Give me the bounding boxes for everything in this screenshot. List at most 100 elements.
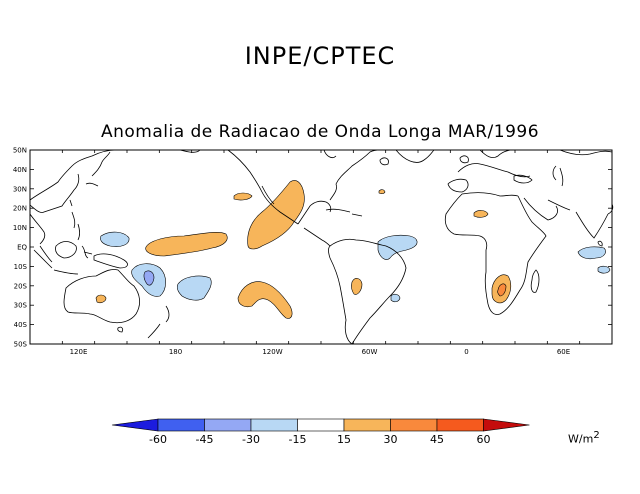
coast-south-america [328,238,407,345]
colorbar-level-label: 15 [337,433,351,446]
anomaly-region-north-atlantic [378,189,386,194]
coast-madagascar [530,269,540,293]
units-label: W/m2 [568,430,600,446]
coast-cuba [325,208,351,213]
anomaly-region-southeast-pacific [237,281,293,319]
coast-sumatra [33,249,53,269]
lon-tick-label: 120W [262,348,282,356]
coast-sulawesi [81,245,93,259]
lat-tick-label: 50N [13,147,27,155]
lon-tick-label: 60W [362,348,378,356]
colorbar-box [297,418,345,432]
coast-china-south [29,173,80,213]
colorbar-box [390,418,438,432]
lat-tick-label: 20N [13,205,27,213]
coast-east-asia [29,149,117,201]
colorbar-box [343,418,391,432]
coast-british-isles [459,155,469,164]
colorbar-box [204,418,252,432]
coast-japan-south [85,182,99,187]
colorbar: -60 -45 -30 -15 15 30 45 60 [111,418,530,446]
lat-tick-label: 50S [14,341,28,349]
colorbar-level-label: -45 [196,433,214,446]
lat-tick-label: 40N [13,166,27,174]
coast-mediterranean-africa [461,192,519,197]
coast-india [575,211,609,239]
coast-scandinavia [479,149,513,158]
coast-japan [91,151,111,177]
coast-java [53,269,79,275]
coast-black-sea [513,174,533,184]
lon-tick-label: 180 [169,348,182,356]
map-frame [29,149,613,345]
lat-tick-label: EQ [17,244,27,252]
units-base: W/m [568,432,594,446]
colorbar-level-label: 60 [477,433,491,446]
coast-hispaniola [351,213,363,217]
colorbar-level-label: -60 [149,433,167,446]
coast-caspian [552,165,564,187]
lat-tick-label: 10S [14,263,28,271]
lat-tick-label: 10N [13,224,27,232]
coast-europe [457,163,531,178]
lat-tick-label: 40S [14,321,28,329]
colorbar-level-label: -15 [289,433,307,446]
anomaly-region-southern-africa-core [497,283,507,297]
colorbar-arrow-low [111,418,159,432]
anomaly-region-south-central-pacific [176,275,212,301]
coast-tasmania [117,326,124,333]
longitude-axis: 120E 180 120W 60W 0 60E [29,150,613,356]
coast-africa-west [444,193,488,251]
coast-africa-east [484,195,547,315]
coast-baja [261,185,275,205]
coast-indochina [29,213,46,245]
coast-greenland [395,149,435,163]
coast-new-zealand [147,305,170,339]
coast-philippines [71,211,80,241]
coast-new-guinea [93,253,128,269]
anomaly-region-indian-ocean-small [597,265,611,274]
anomaly-region-south-atlantic [390,293,401,303]
coast-malaysia [39,245,53,263]
map-title: Anomalia de Radiacao de Onda Longa MAR/1… [100,122,540,142]
anomaly-region-equatorial-pacific [145,232,228,257]
coastlines [29,149,614,345]
colorbar-level-label: -30 [242,433,260,446]
coast-florida [329,183,337,201]
colorbar-box [436,418,484,432]
coast-persian-gulf [547,199,571,211]
anomaly-region-west-africa [473,210,489,218]
coast-north-america-east [335,149,381,185]
coast-sri-lanka [597,240,603,247]
lat-tick-label: 30S [14,302,28,310]
colorbar-arrow-high [483,418,530,432]
coast-borneo [55,241,77,259]
anomaly-shading [95,180,611,319]
anomaly-region-amazon [377,234,418,260]
coast-newfoundland [379,157,389,166]
anomaly-region-indian-ocean [577,246,606,260]
anomaly-region-west-pacific-islands [233,192,253,201]
coast-asia-north [559,149,613,156]
coast-north-america-west [227,149,299,225]
lon-tick-label: 0 [464,348,468,356]
anomaly-region-western-pacific [100,231,130,247]
colorbar-box [250,418,298,432]
units-exponent: 2 [593,430,600,441]
lon-tick-label: 60E [557,348,570,356]
colorbar-level-label: 30 [384,433,398,446]
lon-tick-label: 120E [70,348,88,356]
coast-iberia [447,178,469,193]
coast-gulf-of-mexico [297,200,332,225]
coast-hudson-bay [323,149,337,158]
anomaly-region-southwest-pacific-core [143,270,155,286]
anomaly-region-northeast-pacific [247,180,305,250]
colorbar-level-label: 45 [430,433,444,446]
latitude-axis: 50N 40N 30N 20N 10N EQ 10S 20S 30S 40S 50S [13,147,612,349]
lat-tick-label: 30N [13,185,27,193]
lat-tick-label: 20S [14,282,28,290]
anomaly-region-australia [95,294,107,304]
anomaly-region-central-south-america [351,278,363,295]
org-title: INPE/CPTEC [244,42,396,70]
